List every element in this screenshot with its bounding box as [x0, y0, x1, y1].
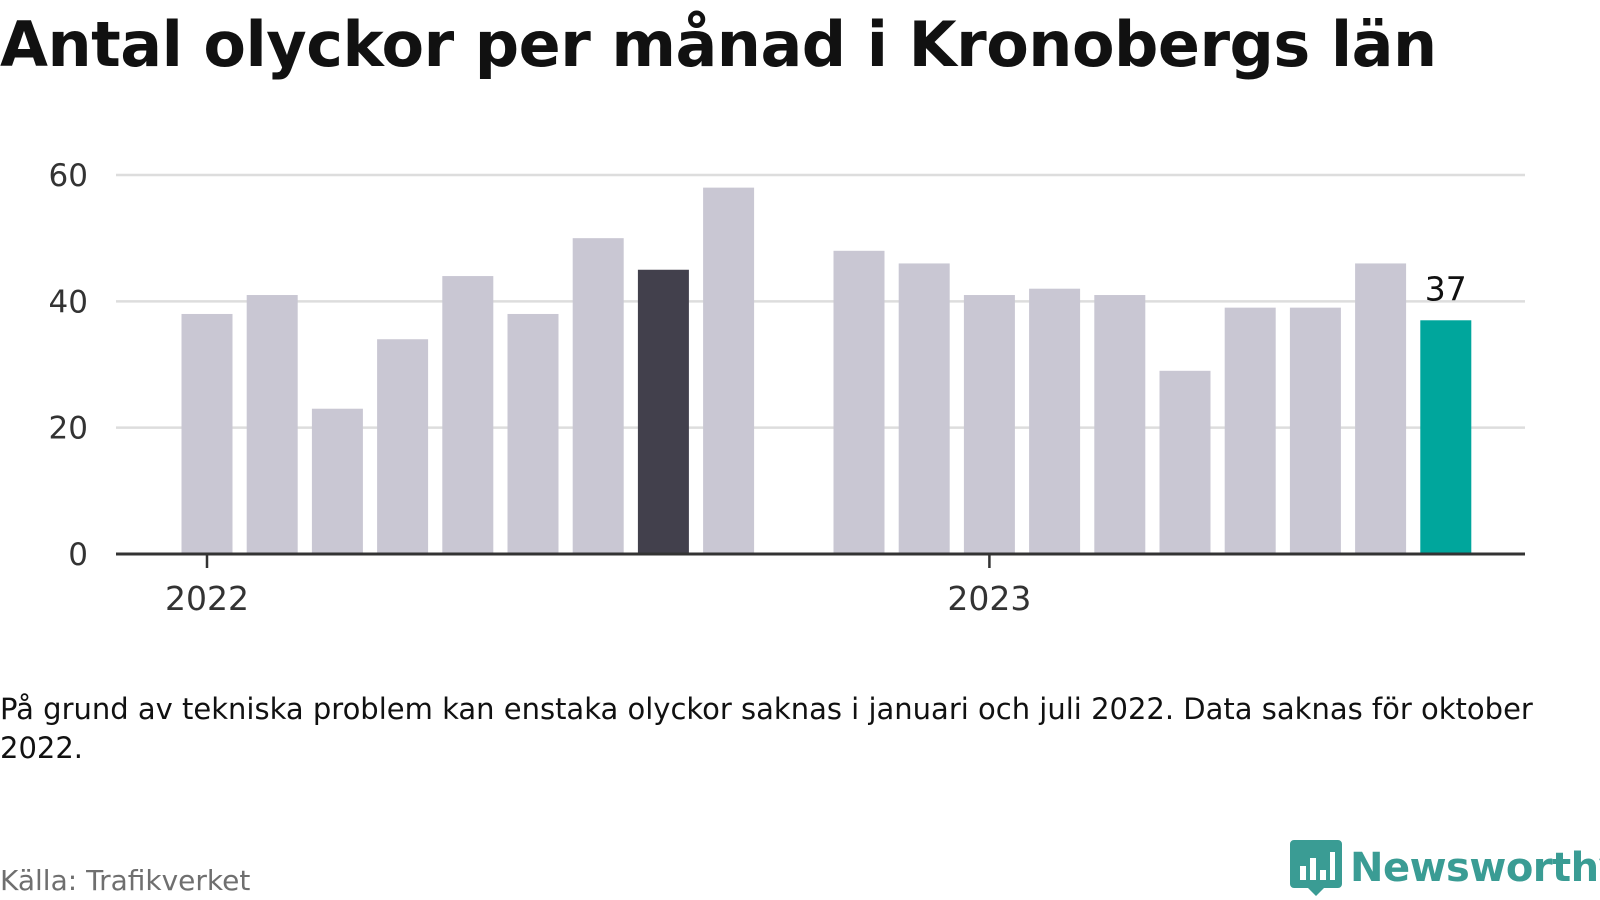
- source-credit: Källa: Trafikverket: [0, 864, 251, 897]
- bar-2023-01: [963, 295, 1015, 554]
- bar-2023-03: [1094, 295, 1146, 554]
- brand-logo: Newsworthy: [1290, 840, 1600, 896]
- chart-footnote: På grund av tekniska problem kan enstaka…: [0, 692, 1533, 765]
- y-tick-label: 40: [49, 284, 88, 320]
- bar-2022-06: [507, 313, 559, 554]
- brand-name: Newsworthy: [1350, 845, 1600, 891]
- bar-2022-01: [181, 313, 233, 554]
- bar-2022-11: [833, 250, 885, 555]
- newsworthy-logo-icon: [1290, 840, 1342, 896]
- x-tick-label: 2022: [165, 579, 249, 618]
- y-tick-label: 20: [49, 411, 88, 447]
- bar-2022-12: [898, 263, 950, 554]
- bar-2023-05: [1224, 307, 1276, 554]
- bar-2022-07: [572, 238, 624, 554]
- bar-2023-07: [1355, 263, 1407, 554]
- bars: [181, 187, 1472, 555]
- x-axis-ticks: 2022 2023: [165, 554, 1031, 618]
- bar-2022-02: [246, 295, 298, 554]
- y-tick-label: 0: [68, 537, 88, 573]
- data-label-2023-08: 37: [1425, 269, 1467, 308]
- bar-2023-06: [1289, 307, 1341, 554]
- bar-2023-08: [1420, 320, 1472, 554]
- bar-2022-05: [442, 276, 494, 554]
- bar-2022-08: [637, 269, 689, 554]
- page-title: Antal olyckor per månad i Kronobergs län: [0, 8, 1437, 81]
- bar-2022-04: [377, 339, 429, 554]
- y-axis-ticks: 0 20 40 60: [49, 158, 88, 573]
- bar-2022-03: [311, 408, 363, 554]
- x-tick-label: 2023: [947, 579, 1031, 618]
- y-tick-label: 60: [49, 158, 88, 194]
- data-labels: 37: [1425, 269, 1467, 308]
- bar-2023-02: [1029, 288, 1081, 554]
- bar-2022-09: [703, 187, 755, 554]
- bar-2023-04: [1159, 370, 1211, 554]
